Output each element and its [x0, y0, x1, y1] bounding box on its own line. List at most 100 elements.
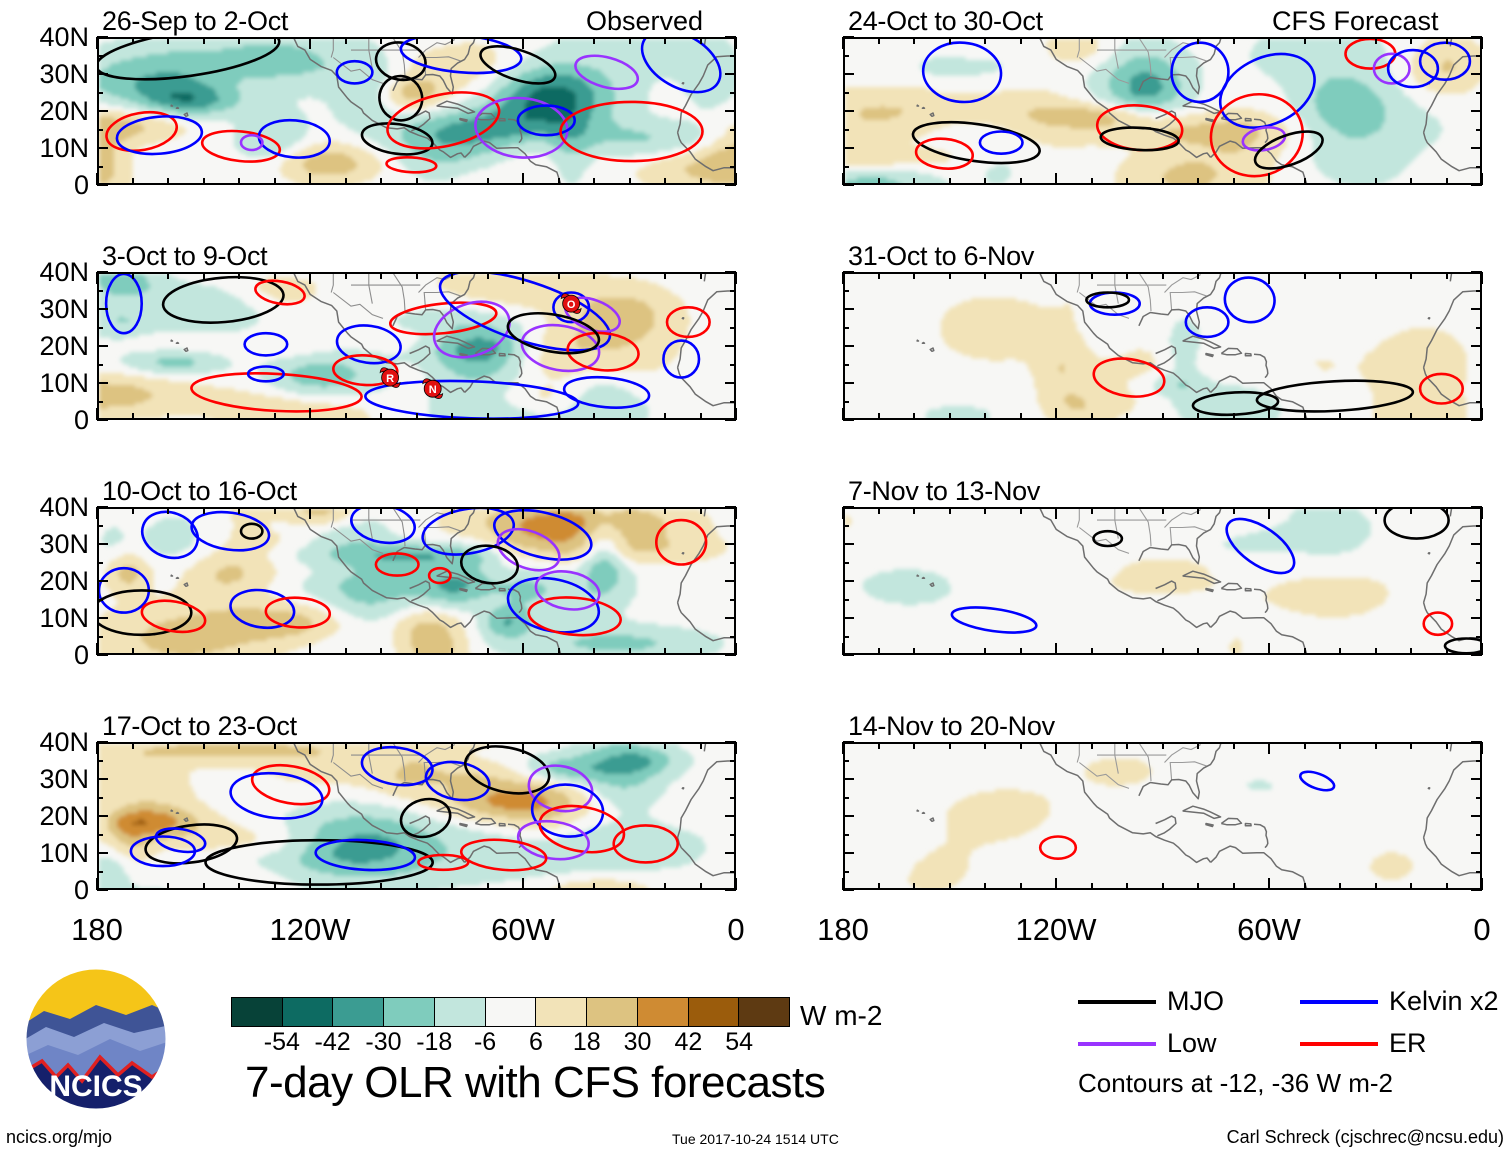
y-tick — [843, 147, 854, 150]
x-tick — [167, 648, 170, 655]
y-tick — [730, 524, 736, 527]
contour-mjo — [1255, 379, 1415, 413]
y-tick-label: 40N — [1, 494, 89, 521]
x-tick — [167, 883, 170, 890]
y-tick — [843, 128, 849, 131]
contour-kelvin-x2 — [1223, 276, 1276, 324]
y-tick — [97, 543, 108, 546]
contour-er — [374, 552, 420, 577]
y-tick — [843, 36, 854, 39]
x-tick — [273, 272, 276, 279]
x-tick — [1481, 173, 1484, 185]
contour-kelvin-x2 — [552, 291, 591, 324]
legend-item-mjo: MJO — [1078, 988, 1224, 1015]
x-tick — [735, 742, 738, 754]
y-tick — [97, 308, 108, 311]
contour-er — [200, 129, 282, 163]
y-tick — [843, 635, 849, 638]
x-tick — [167, 37, 170, 44]
contour-kelvin-x2 — [662, 339, 701, 379]
x-tick — [309, 173, 312, 185]
contour-mjo — [1085, 291, 1131, 309]
contour-kelvin-x2 — [190, 510, 271, 552]
y-tick — [97, 147, 108, 150]
x-tick — [273, 37, 276, 44]
x-tick — [1019, 883, 1022, 890]
x-tick — [664, 178, 667, 185]
y-tick — [1471, 617, 1482, 620]
contour-low — [1372, 52, 1411, 85]
x-tick-label: 60W — [491, 914, 555, 945]
y-tick — [1471, 147, 1482, 150]
x-tick — [96, 643, 99, 655]
x-tick — [984, 648, 987, 655]
x-tick — [96, 507, 99, 519]
y-tick-label: 20N — [1, 803, 89, 830]
x-tick — [238, 742, 241, 749]
x-tick — [1303, 507, 1306, 514]
y-tick — [725, 778, 736, 781]
x-tick — [1445, 178, 1448, 185]
contour-mjo — [459, 544, 520, 585]
contour-kelvin-x2 — [492, 509, 593, 561]
legend-swatch-line — [1300, 999, 1378, 1004]
y-tick — [97, 363, 103, 366]
y-tick — [1471, 543, 1482, 546]
y-tick — [725, 36, 736, 39]
x-tick — [202, 507, 205, 514]
x-tick — [167, 742, 170, 749]
y-tick-label: 40N — [1, 729, 89, 756]
x-tick — [1126, 178, 1129, 185]
x-tick — [1445, 37, 1448, 44]
footer-url[interactable]: ncics.org/mjo — [6, 1127, 112, 1148]
y-tick-label: 0 — [1, 877, 89, 904]
x-tick — [1019, 37, 1022, 44]
contour-mjo — [239, 522, 264, 540]
plot-area-2 — [97, 507, 736, 655]
x-tick — [522, 408, 525, 420]
x-tick — [131, 883, 134, 890]
x-tick — [1339, 883, 1342, 890]
y-tick — [843, 580, 854, 583]
ncics-logo: NCICS — [22, 965, 170, 1113]
x-tick — [593, 742, 596, 749]
x-tick — [984, 37, 987, 44]
x-tick — [1374, 883, 1377, 890]
y-tick — [725, 815, 736, 818]
y-tick — [97, 524, 103, 527]
contour-mjo — [463, 745, 551, 795]
contour-mjo — [1443, 637, 1480, 653]
contour-mjo — [479, 45, 557, 85]
x-tick — [877, 507, 880, 514]
x-tick — [522, 742, 525, 754]
x-tick — [380, 507, 383, 514]
x-tick — [948, 507, 951, 514]
contour-kelvin-x2 — [399, 39, 523, 75]
x-tick — [842, 643, 845, 655]
x-tick — [1232, 272, 1235, 279]
y-tick — [843, 561, 849, 564]
x-tick — [238, 178, 241, 185]
y-tick — [97, 36, 108, 39]
x-tick — [1374, 37, 1377, 44]
x-tick — [593, 37, 596, 44]
y-tick — [843, 815, 854, 818]
contour-er — [417, 853, 470, 872]
y-tick — [843, 654, 854, 657]
x-tick — [202, 413, 205, 420]
x-tick — [1410, 883, 1413, 890]
y-tick — [730, 796, 736, 799]
contour-kelvin-x2 — [140, 510, 200, 560]
contour-kelvin-x2 — [516, 104, 576, 137]
y-tick-label: 10N — [1, 840, 89, 867]
x-tick — [1197, 507, 1200, 514]
panel-title-3: 17-Oct to 23-Oct — [102, 713, 297, 740]
contour-kelvin-x2 — [335, 59, 374, 85]
x-tick — [1090, 507, 1093, 514]
x-tick — [1268, 37, 1271, 49]
contour-low — [239, 133, 264, 152]
y-tick — [1471, 506, 1482, 509]
x-tick — [1374, 413, 1377, 420]
y-tick — [1471, 271, 1482, 274]
contour-kelvin-x2 — [364, 379, 580, 418]
